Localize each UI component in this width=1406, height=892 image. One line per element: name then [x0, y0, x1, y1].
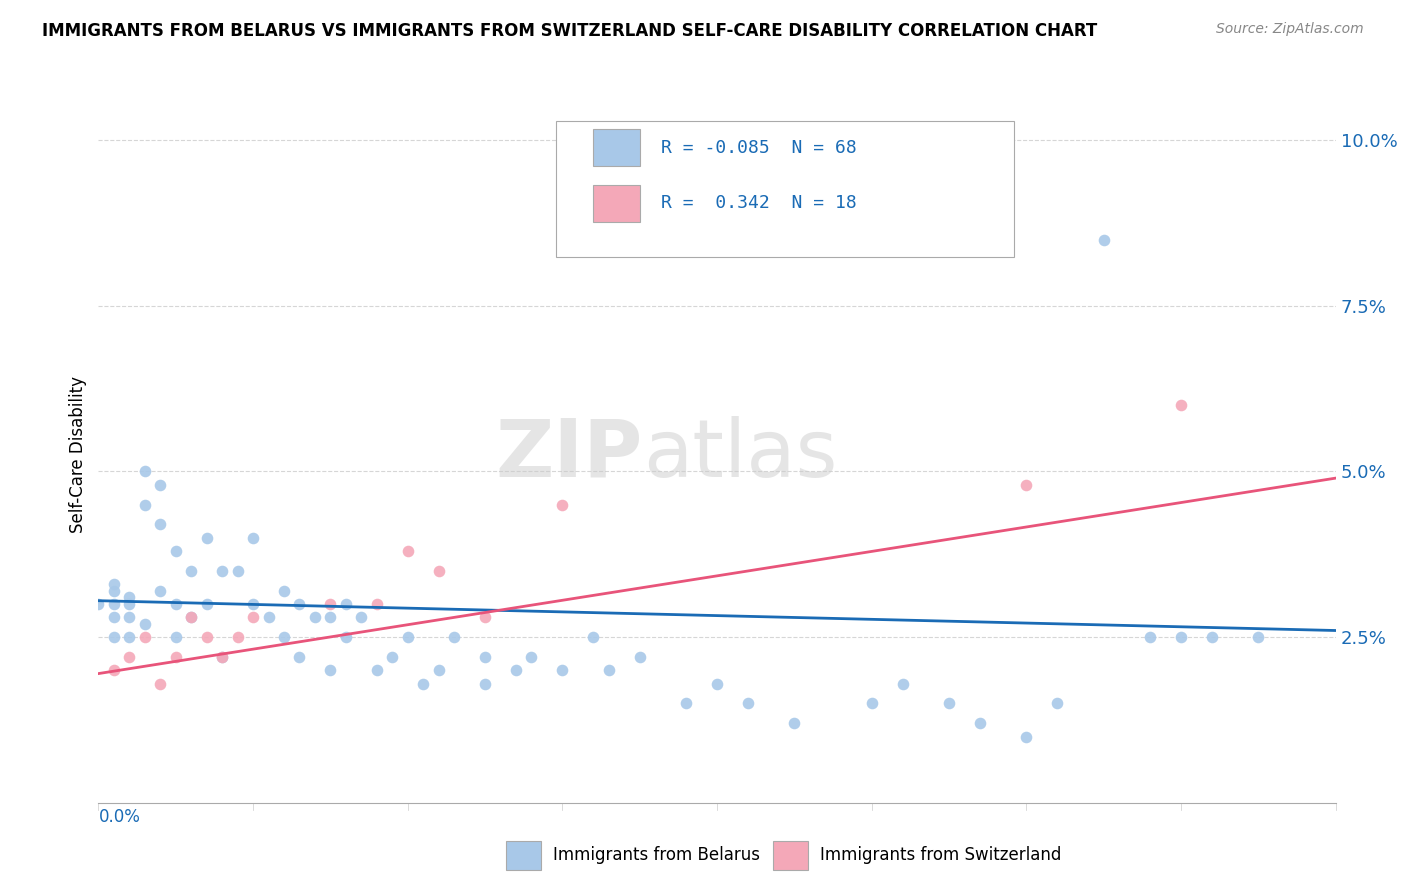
- FancyBboxPatch shape: [557, 121, 1014, 257]
- Point: [891, 676, 914, 690]
- Point: [149, 583, 172, 598]
- FancyBboxPatch shape: [593, 129, 640, 166]
- FancyBboxPatch shape: [593, 185, 640, 222]
- Point: [474, 676, 496, 690]
- Point: [226, 630, 249, 644]
- Point: [551, 663, 574, 677]
- Point: [103, 630, 125, 644]
- Point: [366, 663, 388, 677]
- Point: [335, 597, 357, 611]
- Point: [443, 630, 465, 644]
- Point: [474, 650, 496, 665]
- Point: [195, 630, 218, 644]
- Text: R =  0.342  N = 18: R = 0.342 N = 18: [661, 194, 858, 212]
- Point: [1247, 630, 1270, 644]
- Point: [381, 650, 404, 665]
- Point: [737, 697, 759, 711]
- Text: atlas: atlas: [643, 416, 837, 494]
- Point: [628, 650, 651, 665]
- Point: [118, 610, 141, 624]
- Point: [211, 564, 233, 578]
- Point: [706, 676, 728, 690]
- Point: [165, 650, 187, 665]
- Point: [149, 477, 172, 491]
- Text: IMMIGRANTS FROM BELARUS VS IMMIGRANTS FROM SWITZERLAND SELF-CARE DISABILITY CORR: IMMIGRANTS FROM BELARUS VS IMMIGRANTS FR…: [42, 22, 1098, 40]
- Point: [1046, 697, 1069, 711]
- Point: [1170, 630, 1192, 644]
- Text: Immigrants from Switzerland: Immigrants from Switzerland: [820, 847, 1062, 864]
- Point: [103, 610, 125, 624]
- Point: [396, 544, 419, 558]
- Point: [288, 650, 311, 665]
- Point: [505, 663, 527, 677]
- Point: [304, 610, 326, 624]
- Point: [969, 716, 991, 731]
- Point: [211, 650, 233, 665]
- Point: [1015, 730, 1038, 744]
- Point: [103, 663, 125, 677]
- Point: [783, 716, 806, 731]
- Text: Source: ZipAtlas.com: Source: ZipAtlas.com: [1216, 22, 1364, 37]
- Point: [319, 663, 342, 677]
- Point: [396, 630, 419, 644]
- Point: [118, 597, 141, 611]
- Point: [103, 577, 125, 591]
- Point: [1139, 630, 1161, 644]
- Point: [860, 697, 883, 711]
- Text: 0.0%: 0.0%: [98, 808, 141, 826]
- Point: [319, 597, 342, 611]
- Text: ZIP: ZIP: [495, 416, 643, 494]
- Point: [180, 564, 202, 578]
- Point: [335, 630, 357, 644]
- Point: [1015, 477, 1038, 491]
- Point: [938, 697, 960, 711]
- Point: [134, 616, 156, 631]
- Point: [1092, 233, 1115, 247]
- Point: [551, 498, 574, 512]
- Point: [242, 610, 264, 624]
- Text: Immigrants from Belarus: Immigrants from Belarus: [553, 847, 759, 864]
- Point: [1170, 398, 1192, 412]
- Point: [103, 583, 125, 598]
- Point: [118, 591, 141, 605]
- Point: [1201, 630, 1223, 644]
- Point: [675, 697, 697, 711]
- Point: [474, 610, 496, 624]
- Point: [273, 583, 295, 598]
- Point: [165, 544, 187, 558]
- Point: [180, 610, 202, 624]
- Point: [118, 630, 141, 644]
- Point: [87, 597, 110, 611]
- Point: [134, 498, 156, 512]
- Point: [195, 597, 218, 611]
- Point: [118, 650, 141, 665]
- Point: [180, 610, 202, 624]
- Point: [582, 630, 605, 644]
- Point: [273, 630, 295, 644]
- Point: [319, 610, 342, 624]
- Point: [350, 610, 373, 624]
- Point: [242, 597, 264, 611]
- Point: [134, 465, 156, 479]
- Point: [226, 564, 249, 578]
- Point: [366, 597, 388, 611]
- Point: [149, 517, 172, 532]
- Point: [103, 597, 125, 611]
- Point: [211, 650, 233, 665]
- Point: [412, 676, 434, 690]
- Point: [257, 610, 280, 624]
- Point: [165, 630, 187, 644]
- Point: [242, 531, 264, 545]
- Point: [165, 597, 187, 611]
- Point: [427, 663, 450, 677]
- Point: [149, 676, 172, 690]
- Point: [598, 663, 620, 677]
- Point: [288, 597, 311, 611]
- Point: [195, 531, 218, 545]
- Text: R = -0.085  N = 68: R = -0.085 N = 68: [661, 138, 858, 157]
- Point: [427, 564, 450, 578]
- Point: [520, 650, 543, 665]
- Point: [134, 630, 156, 644]
- Y-axis label: Self-Care Disability: Self-Care Disability: [69, 376, 87, 533]
